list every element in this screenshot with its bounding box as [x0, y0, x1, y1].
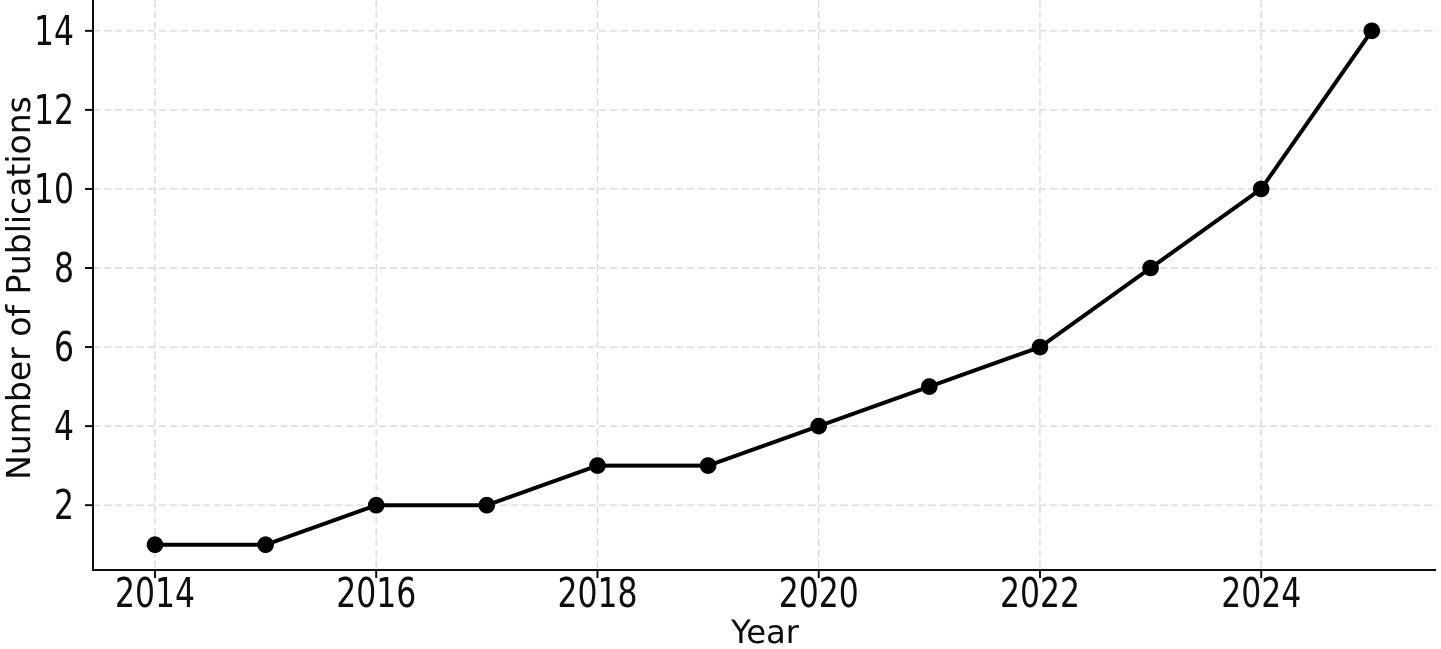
data-line [153, 28, 1374, 547]
x-axis-tick-labels: 2014 2016 2018 2020 2022 2024 [115, 569, 1301, 617]
x-axis-ticks [153, 570, 1263, 578]
x-axis-title: Year [730, 613, 800, 649]
x-tick-label: 2018 [557, 569, 637, 617]
x-tick-label: 2020 [779, 569, 859, 617]
data-point [478, 496, 496, 514]
data-point [1363, 22, 1381, 40]
data-point [257, 536, 274, 553]
data-point [589, 457, 606, 474]
data-point [146, 536, 164, 553]
data-point [810, 417, 827, 435]
x-tick-label: 2014 [115, 569, 195, 617]
data-point [699, 457, 717, 474]
y-axis-title: Number of Publications [0, 96, 38, 480]
data-point [1252, 180, 1270, 198]
horizontal-gridlines [93, 30, 1436, 506]
data-point [921, 378, 938, 395]
x-tick-label: 2024 [1221, 569, 1301, 617]
y-tick-label: 14 [34, 7, 74, 55]
y-tick-label: 6 [54, 323, 74, 371]
y-tick-label: 8 [54, 244, 74, 292]
x-tick-label: 2016 [336, 569, 416, 617]
y-tick-label: 10 [34, 165, 74, 213]
y-axis-ticks [85, 29, 93, 507]
y-axis-tick-labels: 2 4 6 8 10 12 14 [34, 7, 74, 529]
data-point [367, 496, 385, 514]
x-tick-label: 2022 [1000, 569, 1080, 617]
data-point [1142, 259, 1159, 277]
data-points [146, 22, 1381, 553]
y-tick-label: 2 [54, 481, 74, 529]
vertical-gridlines [154, 0, 1262, 570]
data-point [1031, 338, 1049, 356]
y-tick-label: 4 [54, 402, 74, 450]
y-tick-label: 12 [34, 86, 74, 134]
